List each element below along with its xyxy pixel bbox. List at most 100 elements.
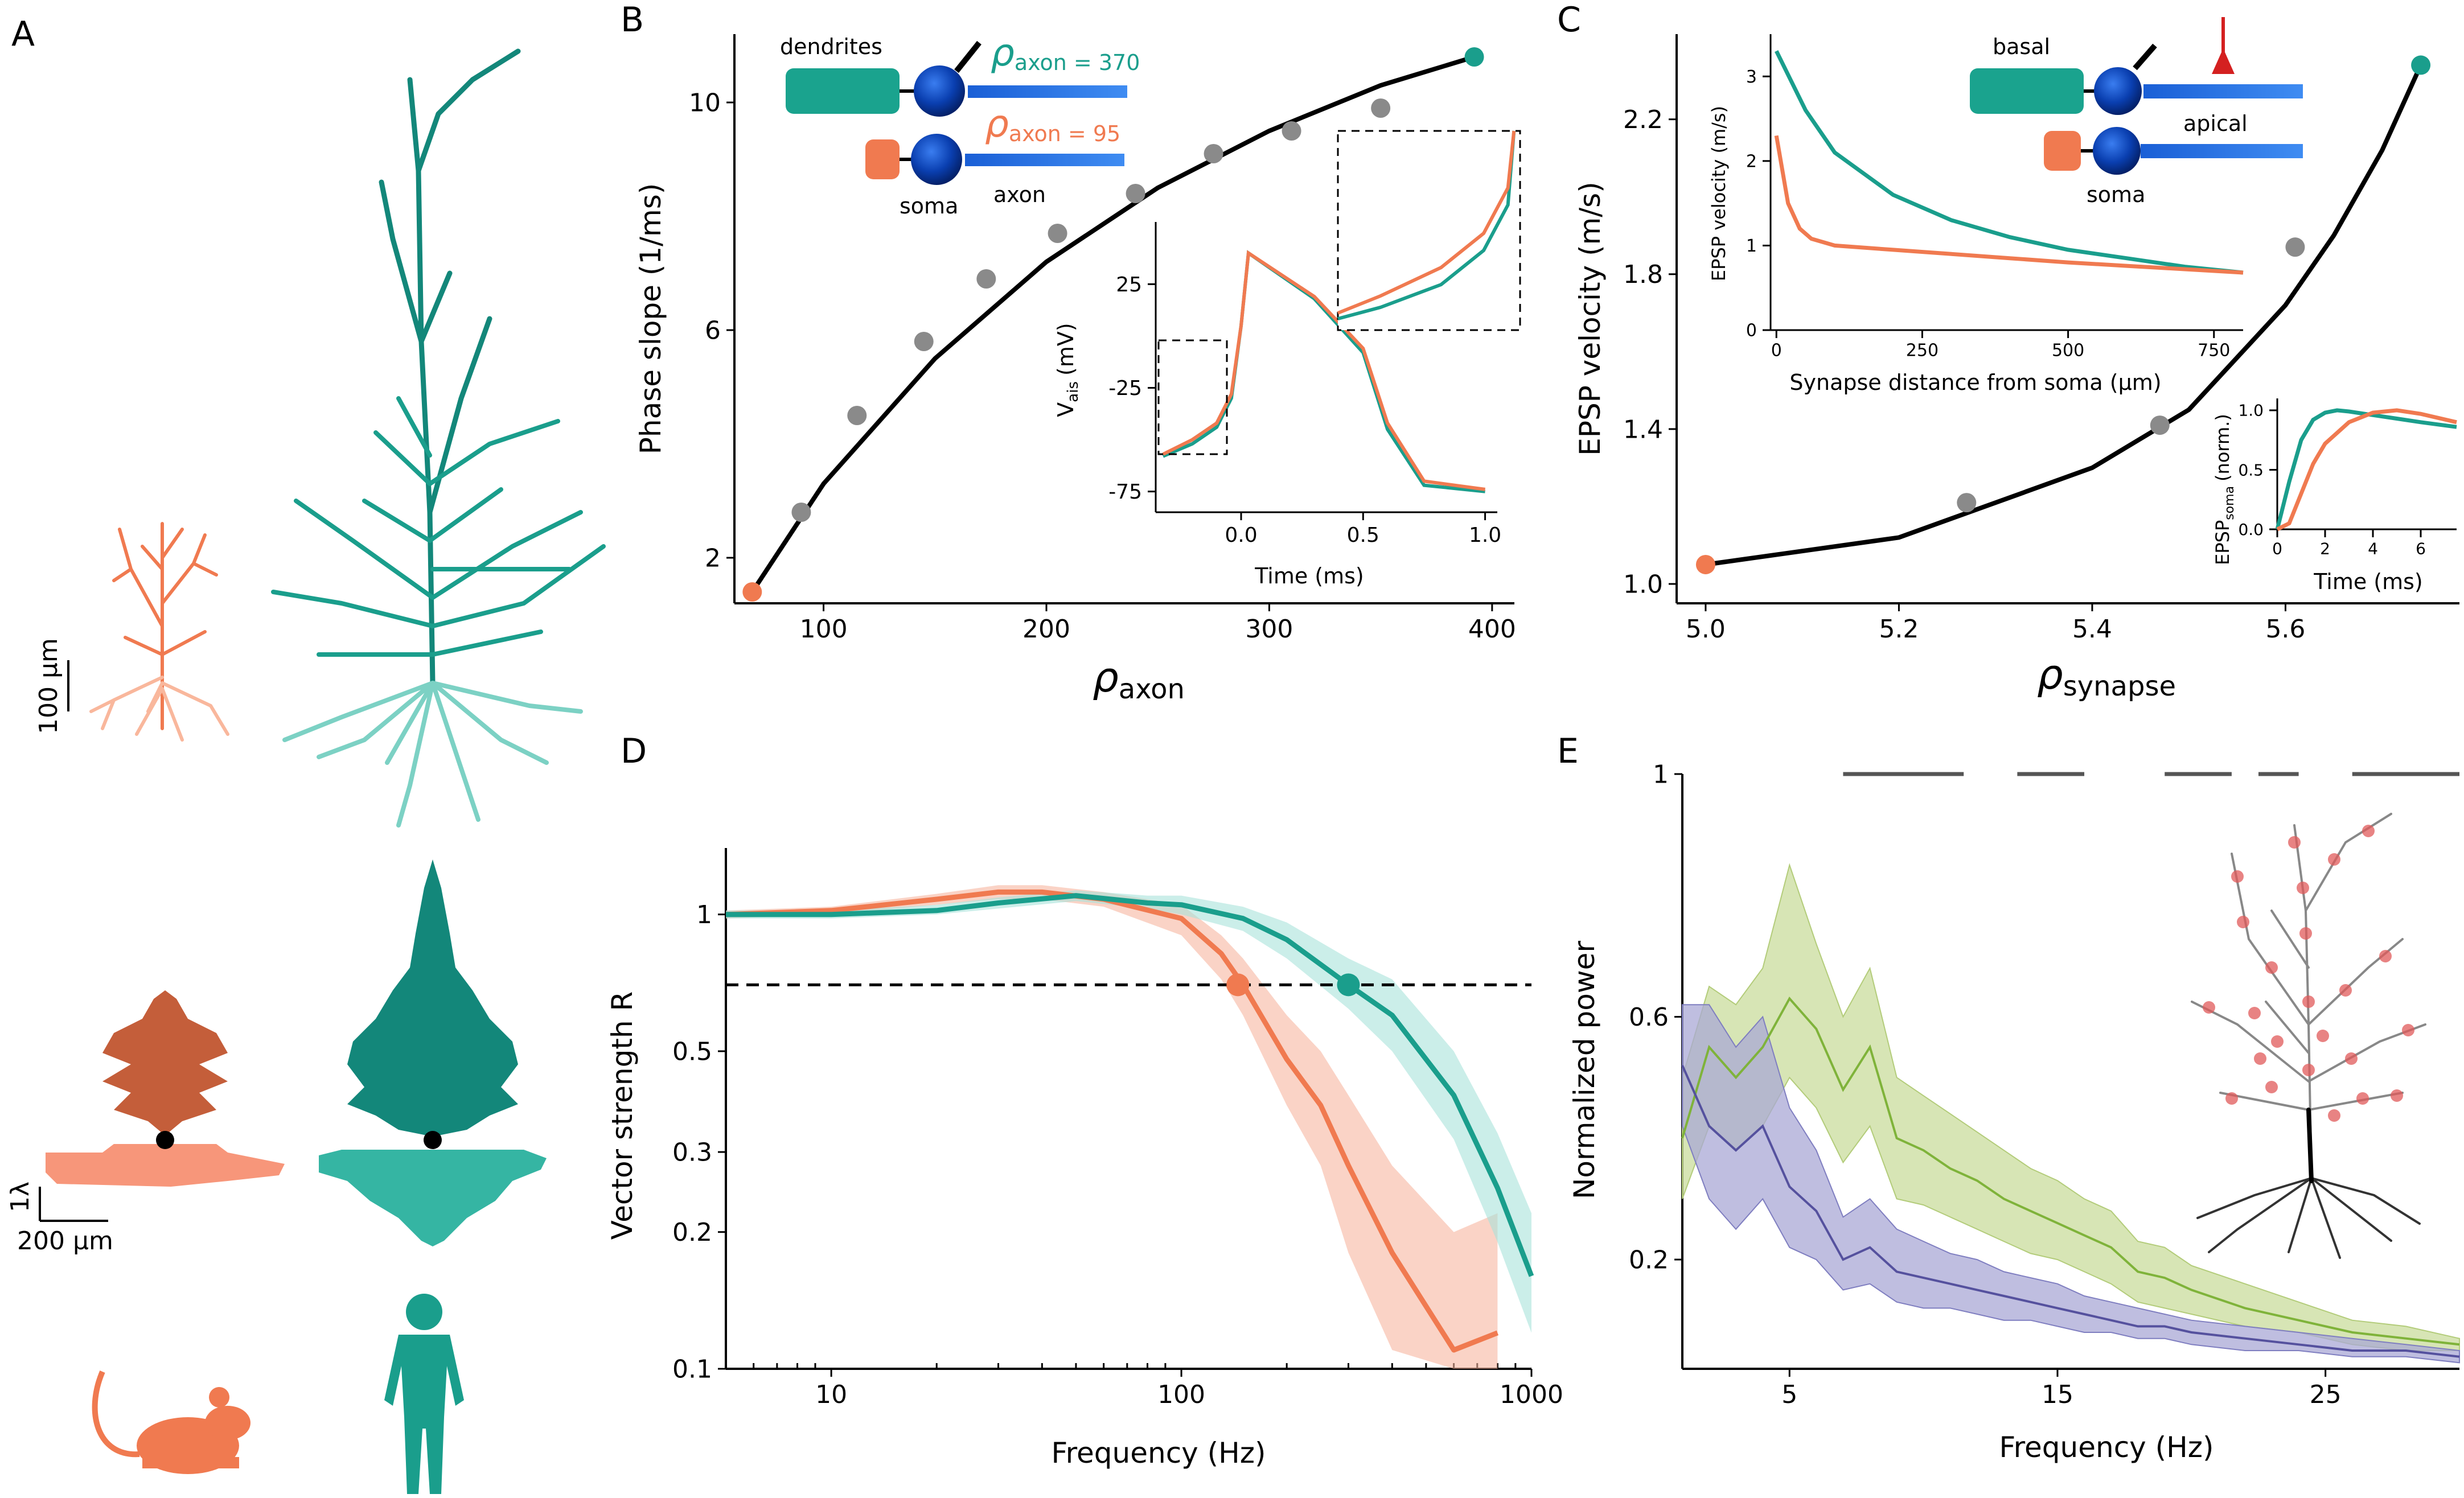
c-inset2: 0.0 0.5 1.0 0 2 4 6 Time (ms) EPSPsoma(norm.) xyxy=(2212,398,2457,594)
e-x-ticks: 5 15 25 xyxy=(1781,1369,2342,1409)
b-y-tick-label: 2 xyxy=(705,544,721,573)
b-inset-zoom-box-large xyxy=(1337,130,1521,331)
c-fit-curve xyxy=(1705,64,2423,567)
synapse-icon xyxy=(2212,48,2235,74)
b-inset-y-tick-label: -75 xyxy=(1108,480,1142,504)
synapse-marker xyxy=(2356,1092,2369,1105)
b-inset-y-tick-label: 25 xyxy=(1116,273,1142,297)
b-data-point xyxy=(1371,98,1391,118)
panel-d: D 1 0.5 0.3 0.2 0.1 10 100 1000 Vector strengt… xyxy=(606,731,1563,1470)
synapse-marker xyxy=(2237,916,2249,928)
c-inset1-x-tick-label: 750 xyxy=(2198,341,2230,361)
c-y-tick-label: 1.8 xyxy=(1623,260,1663,289)
synapse-marker xyxy=(2254,1052,2266,1065)
panel-label-e: E xyxy=(1557,731,1579,771)
synapse-marker xyxy=(2402,1024,2414,1036)
b-inset-x-tick-label: 0.0 xyxy=(1225,524,1257,547)
d-y-tick-label: 1 xyxy=(696,900,712,929)
b-data-point xyxy=(976,269,996,289)
c-schematic: basal apical soma xyxy=(1970,17,2303,207)
panel-b: B 2 6 10 100 200 300 400 Phase slope (1/ms) ρ… xyxy=(621,0,1521,705)
legend-basal: basal xyxy=(1993,34,2050,59)
b-x-tick-label: 200 xyxy=(1022,615,1070,644)
synapse-marker xyxy=(2317,1030,2329,1042)
panel-e: E 1 0.6 0.2 5 15 25 Normalized power Frequen… xyxy=(1557,731,2460,1464)
b-x-tick-label: 100 xyxy=(800,615,848,644)
synapse-marker xyxy=(2231,870,2244,883)
b-zoom-trace-1 xyxy=(1337,130,1516,315)
b-highlight-point-human xyxy=(1464,47,1484,67)
b-inset-ticks: 25 -25 -75 0.0 0.5 1.0 xyxy=(1108,273,1501,547)
b-x-tick-label: 400 xyxy=(1468,615,1516,644)
e-x-tick-label: 25 xyxy=(2310,1380,2342,1409)
e-y-axis-label: Normalized power xyxy=(1568,941,1601,1199)
dendrite-cylinder-rat xyxy=(865,139,900,179)
rho-rat-label: ρaxon = 95 xyxy=(985,102,1120,146)
c-inset2-curve-rat xyxy=(2276,408,2457,532)
b-inset-y-label: Vais(mV) xyxy=(1053,323,1082,417)
b-inset-trace-1 xyxy=(1162,250,1486,491)
d-x-ticks: 10 100 1000 xyxy=(753,1363,1563,1409)
c-x-tick-label: 5.4 xyxy=(2072,615,2112,644)
b-inset: 25 -25 -75 0.0 0.5 1.0 Time (ms) Vais(mV) xyxy=(1053,130,1521,588)
e-plot-area xyxy=(1681,772,2460,1364)
e-x-tick-label: 15 xyxy=(2042,1380,2073,1409)
c-highlight-point-human xyxy=(2411,55,2431,75)
c-inset2-y-label: EPSPsoma(norm.) xyxy=(2212,414,2237,565)
c-inset1: 0 1 2 3 0 250 500 750 Synapse distance from som… xyxy=(1708,34,2244,395)
apical-cylinder-human xyxy=(2143,84,2303,98)
synapse-marker xyxy=(2225,1092,2238,1105)
e-neuron-with-synapses xyxy=(2191,813,2426,1259)
c-highlight-point-rat xyxy=(1695,554,1715,574)
c-inset1-y-label: EPSP velocity (m/s) xyxy=(1708,106,1730,281)
rat-icon xyxy=(92,1371,250,1474)
b-inset-zoom-plot xyxy=(1337,130,1516,320)
c-inset1-x-tick-label: 500 xyxy=(2052,341,2084,361)
synapse-marker xyxy=(2265,1081,2278,1093)
c-y-tick-label: 1.4 xyxy=(1623,415,1663,444)
panel-label-a: A xyxy=(11,14,35,54)
b-inset-y-tick-label: -25 xyxy=(1108,377,1142,400)
dendrite-cylinder-human xyxy=(786,68,900,114)
c-inset1-y-tick-label: 3 xyxy=(1746,67,1757,87)
legend-axon: axon xyxy=(993,182,1046,207)
legend-dendrites: dendrites xyxy=(780,34,882,59)
b-data-point xyxy=(847,406,867,425)
b-fit-curve xyxy=(750,55,1475,594)
c-inset2-x-tick-label: 4 xyxy=(2368,539,2378,558)
synapse-markers xyxy=(2203,825,2414,1122)
synapse-marker xyxy=(2391,1089,2403,1102)
d-plot-area xyxy=(725,885,1534,1369)
legend-soma: soma xyxy=(900,194,958,219)
synapse-marker xyxy=(2288,836,2301,849)
c-inset1-x-tick-label: 250 xyxy=(1906,341,1939,361)
c-inset2-x-tick-label: 2 xyxy=(2320,539,2330,558)
b-y-tick-label: 6 xyxy=(705,316,721,345)
b-zoom-trace-0 xyxy=(1337,130,1516,320)
c-y-axis-label: EPSP velocity (m/s) xyxy=(1574,182,1607,455)
b-x-ticks: 100 200 300 400 xyxy=(800,603,1516,644)
axon-human xyxy=(968,85,1127,98)
c-inset2-x-tick-label: 6 xyxy=(2416,539,2426,558)
c-inset1-ticks: 0 1 2 3 0 250 500 750 xyxy=(1746,67,2230,361)
b-inset-x-tick-label: 0.5 xyxy=(1347,524,1379,547)
synapse-marker xyxy=(2302,1064,2315,1076)
human-icon xyxy=(384,1294,464,1494)
c-plot-area xyxy=(1695,55,2431,574)
b-y-tick-label: 10 xyxy=(689,88,721,117)
synapse-marker xyxy=(2302,995,2315,1008)
b-inset-zoom-box-small xyxy=(1157,339,1228,455)
synapse-marker xyxy=(2265,961,2278,974)
panel-label-d: D xyxy=(621,731,647,771)
apical-cylinder-rat xyxy=(2141,144,2303,158)
b-data-point xyxy=(1204,144,1223,163)
c-inset1-y-tick-label: 1 xyxy=(1746,236,1757,256)
d-band-rat xyxy=(726,885,1498,1369)
b-schematic: dendrites soma axon ρaxon = 370 ρaxon = … xyxy=(780,31,1140,219)
human-neuron-morphology xyxy=(271,48,606,828)
c-inset1-x-label: Synapse distance from soma (µm) xyxy=(1789,370,2161,395)
d-marker-human xyxy=(1337,973,1360,997)
synapse-marker xyxy=(2299,927,2312,940)
d-x-tick-label: 10 xyxy=(815,1380,847,1409)
